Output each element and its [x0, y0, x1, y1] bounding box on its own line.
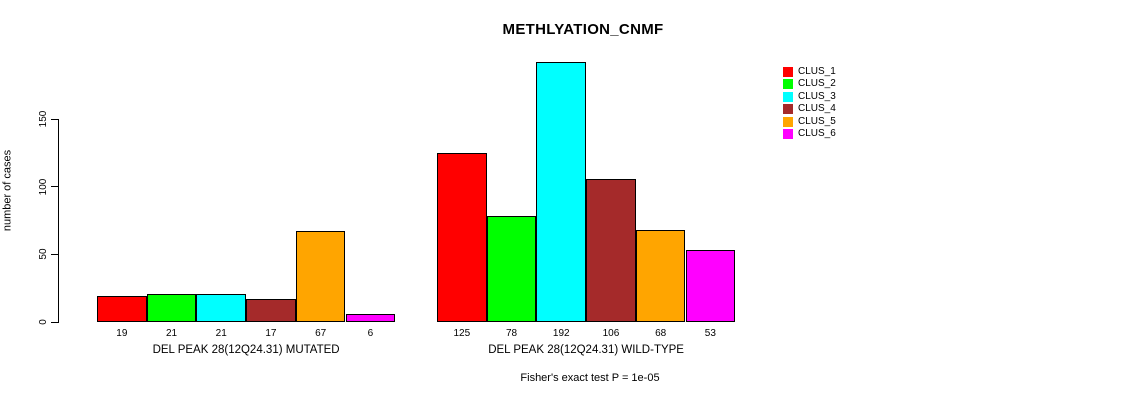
legend-swatch-clus_3 — [783, 91, 793, 102]
y-tick-mark — [51, 253, 58, 255]
legend-swatch-clus_5 — [783, 116, 793, 127]
bar-clus_2 — [146, 293, 197, 322]
bar-value-label: 78 — [505, 328, 518, 339]
y-tick-mark — [51, 321, 58, 323]
bar-value-label: 68 — [655, 328, 667, 339]
bar-clus_2 — [486, 216, 537, 322]
y-tick-label: 50 — [38, 248, 49, 260]
legend-swatch-clus_2 — [783, 79, 793, 89]
bar-value-label: 192 — [552, 328, 570, 339]
bar-value-label: 6 — [367, 328, 374, 339]
bar-value-label: 17 — [265, 328, 277, 339]
bar-clus_3 — [196, 293, 247, 322]
bar-clus_4 — [586, 178, 636, 322]
legend-swatch-clus_4 — [783, 104, 793, 114]
chart-title: METHLYATION_CNMF — [502, 21, 664, 38]
y-tick-mark — [51, 186, 58, 188]
legend-label-clus_6: CLUS_6 — [798, 128, 836, 139]
bar-clus_6 — [685, 250, 736, 322]
legend-swatch-clus_1 — [783, 66, 793, 77]
group-label: DEL PEAK 28(12Q24.31) WILD-TYPE — [488, 344, 684, 356]
group-label: DEL PEAK 28(12Q24.31) MUTATED — [152, 344, 340, 356]
y-tick-label: 0 — [38, 319, 49, 325]
y-tick-label: 100 — [38, 178, 49, 195]
bar-value-label: 53 — [704, 328, 716, 339]
y-axis-line — [58, 119, 59, 323]
bar-value-label: 125 — [453, 328, 471, 339]
bar-value-label: 67 — [315, 328, 327, 339]
bar-clus_5 — [635, 229, 686, 322]
bar-clus_1 — [97, 296, 147, 322]
bar-value-label: 21 — [215, 328, 227, 339]
bar-value-label: 106 — [602, 328, 620, 339]
legend-label-clus_1: CLUS_1 — [798, 65, 836, 77]
bar-clus_5 — [295, 231, 346, 322]
bar-clus_6 — [345, 313, 396, 322]
bar-value-label: 19 — [116, 328, 128, 339]
bar-value-label: 21 — [165, 328, 178, 339]
y-axis-title: number of cases — [1, 149, 14, 232]
legend-label-clus_2: CLUS_2 — [798, 78, 836, 89]
y-tick-label: 150 — [38, 110, 49, 128]
legend-label-clus_3: CLUS_3 — [798, 90, 836, 102]
y-tick-mark — [51, 118, 58, 120]
legend-label-clus_5: CLUS_5 — [798, 115, 836, 127]
bar-clus_3 — [536, 62, 587, 322]
bar-clus_1 — [437, 152, 487, 322]
legend-label-clus_4: CLUS_4 — [798, 103, 836, 114]
fisher-test-footnote: Fisher's exact test P = 1e-05 — [520, 372, 660, 384]
legend-swatch-clus_6 — [783, 129, 793, 139]
bar-clus_4 — [246, 298, 296, 322]
